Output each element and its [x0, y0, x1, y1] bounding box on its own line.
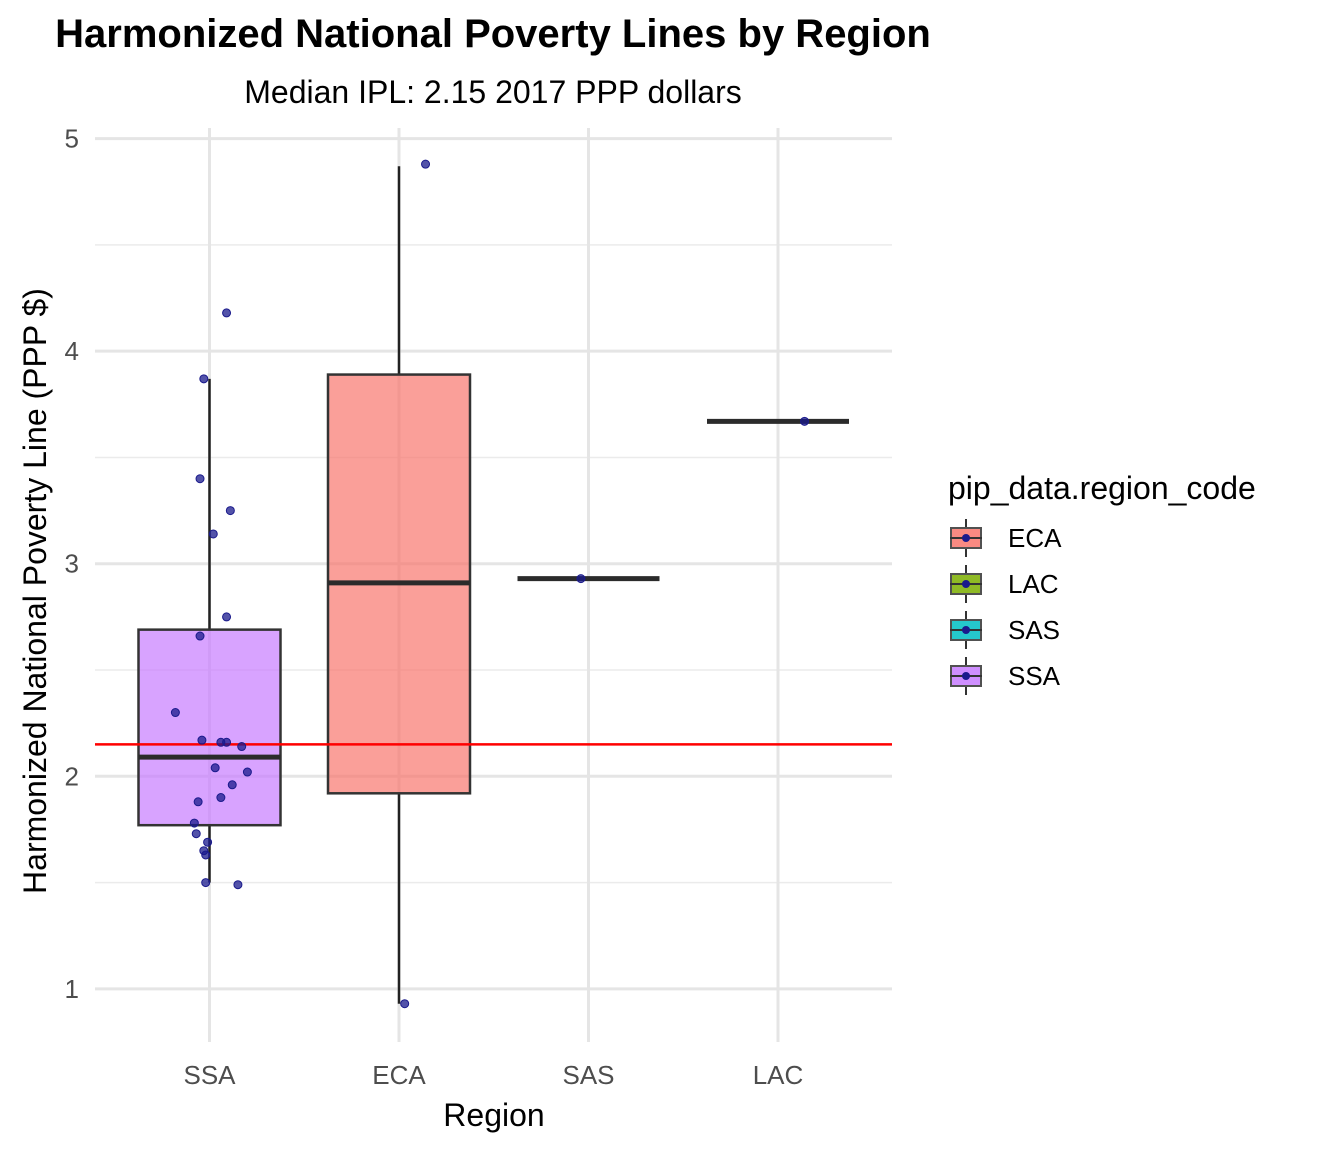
legend-whisker-top — [965, 565, 967, 573]
legend-point — [962, 580, 970, 588]
axis-layer: 1 2 3 4 5 SSA ECA SAS LAC — [65, 124, 804, 1090]
point-layer — [170, 159, 810, 1009]
legend-whisker-top — [965, 657, 967, 665]
data-point — [222, 737, 232, 747]
legend-item: SSA — [948, 653, 1256, 699]
data-point — [800, 416, 810, 426]
data-point — [201, 850, 211, 860]
data-point — [233, 880, 243, 890]
data-point — [191, 829, 201, 839]
legend-key — [948, 561, 984, 607]
legend-item: SAS — [948, 607, 1256, 653]
legend-whisker-bottom — [965, 595, 967, 603]
data-point — [203, 837, 213, 847]
legend-whisker-bottom — [965, 687, 967, 695]
data-point — [225, 506, 235, 516]
x-tick-label: LAC — [753, 1060, 804, 1090]
legend-item: LAC — [948, 561, 1256, 607]
data-point — [208, 529, 218, 539]
legend-whisker-top — [965, 519, 967, 527]
data-point — [201, 878, 211, 888]
data-point — [195, 474, 205, 484]
legend-whisker-bottom — [965, 641, 967, 649]
legend-title: pip_data.region_code — [948, 470, 1256, 506]
chart-subtitle: Median IPL: 2.15 2017 PPP dollars — [244, 74, 742, 110]
legend-point — [962, 534, 970, 542]
legend-label: SSA — [1008, 660, 1061, 691]
legend-label: SAS — [1008, 614, 1061, 645]
data-point — [242, 767, 252, 777]
data-point — [421, 159, 431, 169]
x-tick-label: ECA — [372, 1060, 426, 1090]
legend-whisker-top — [965, 611, 967, 619]
data-point — [576, 574, 586, 584]
x-tick-label: SSA — [183, 1060, 236, 1090]
chart-title: Harmonized National Poverty Lines by Reg… — [55, 12, 931, 56]
data-point — [222, 612, 232, 622]
legend-key — [948, 607, 984, 653]
grid-layer — [95, 128, 892, 1042]
box — [137, 628, 282, 827]
legend-key — [948, 653, 984, 699]
x-axis-title: Region — [443, 1097, 544, 1133]
x-tick-label: SAS — [562, 1060, 614, 1090]
data-point — [170, 708, 180, 718]
data-point — [199, 374, 209, 384]
legend-point — [962, 672, 970, 680]
legend-items: ECA LAC SAS SSA — [948, 515, 1256, 699]
data-point — [210, 763, 220, 773]
data-point — [195, 631, 205, 641]
data-point — [227, 780, 237, 790]
data-point — [189, 818, 199, 828]
data-point — [237, 742, 247, 752]
y-tick-label: 3 — [65, 549, 79, 579]
legend-key — [948, 515, 984, 561]
data-point — [216, 793, 226, 803]
box-layer — [137, 166, 849, 1004]
y-tick-label: 5 — [65, 124, 79, 154]
y-tick-label: 4 — [65, 336, 79, 366]
data-point — [400, 999, 410, 1009]
legend-label: ECA — [1008, 522, 1062, 553]
y-tick-label: 2 — [65, 761, 79, 791]
y-axis-title: Harmonized National Poverty Line (PPP $) — [17, 288, 53, 894]
legend-item: ECA — [948, 515, 1256, 561]
data-point — [193, 797, 203, 807]
data-point — [197, 735, 207, 745]
data-point — [222, 308, 232, 318]
y-tick-label: 1 — [65, 974, 79, 1004]
legend: pip_data.region_code ECA LAC SAS SSA — [948, 470, 1256, 699]
legend-whisker-bottom — [965, 549, 967, 557]
legend-label: LAC — [1008, 568, 1059, 599]
legend-point — [962, 626, 970, 634]
